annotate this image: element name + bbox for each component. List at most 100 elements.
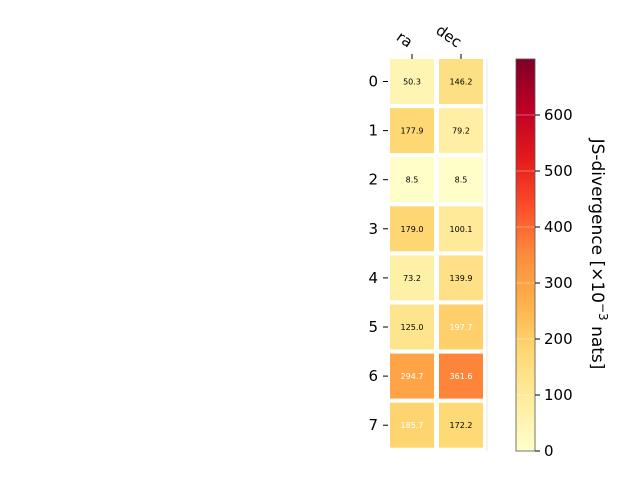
colorbar-segment: [516, 355, 535, 360]
heatmap-cell: [390, 59, 434, 104]
colorbar-segment: [516, 341, 535, 346]
colorbar-segment: [516, 252, 535, 256]
row-label: 6: [368, 367, 378, 385]
cell-value-label: 185.7: [401, 421, 424, 430]
colorbar-segment: [516, 367, 535, 371]
colorbar-segment: [516, 308, 535, 312]
colorbar-segment: [516, 364, 535, 368]
colorbar-segment: [516, 431, 535, 435]
colorbar-segment: [516, 330, 535, 334]
colorbar-segment: [516, 392, 535, 396]
cell-value-label: 294.7: [401, 372, 424, 381]
colorbar-segment: [516, 134, 535, 138]
colorbar-segment: [516, 375, 535, 379]
heatmap-cell: [390, 255, 434, 301]
colorbar-segment: [516, 243, 535, 248]
colorbar-segment: [516, 271, 535, 276]
colorbar-segment: [516, 157, 535, 161]
colorbar-segment: [516, 442, 535, 446]
colorbar-segment: [516, 395, 535, 399]
colorbar-segment: [516, 165, 535, 169]
colorbar-segment: [516, 64, 535, 68]
heatmap-cell: [390, 402, 434, 448]
colorbar-segment: [516, 201, 535, 206]
colorbar-segment: [516, 131, 535, 136]
colorbar-segment: [516, 313, 535, 318]
colorbar-segment: [516, 73, 535, 77]
colorbar-segment: [516, 327, 535, 332]
heatmap-cell: [390, 108, 434, 154]
row-label: 2: [368, 171, 378, 189]
colorbar-tick-label: 400: [544, 218, 573, 236]
colorbar-segment: [516, 403, 535, 407]
colorbar-segment: [516, 299, 535, 304]
colorbar-segment: [516, 112, 535, 116]
colorbar-segment: [516, 400, 535, 404]
colorbar-segment: [516, 185, 535, 189]
colorbar-segment: [516, 187, 535, 192]
colorbar-segment: [516, 260, 535, 264]
colorbar-segment: [516, 386, 535, 390]
row-label: 0: [368, 73, 378, 91]
colorbar-segment: [516, 227, 535, 231]
colorbar-segment: [516, 269, 535, 273]
column-labels: ra dec: [393, 21, 465, 59]
heatmap-cell: [439, 59, 483, 104]
colorbar-segment: [516, 137, 535, 141]
colorbar-segment: [516, 406, 535, 410]
colorbar-segment: [516, 333, 535, 337]
colorbar-segment: [516, 249, 535, 253]
row-label: 4: [368, 269, 378, 287]
colorbar-segment: [516, 109, 535, 113]
colorbar-segment: [516, 106, 535, 110]
colorbar-segment: [516, 218, 535, 222]
colorbar-segment: [516, 319, 535, 323]
colorbar-segment: [516, 285, 535, 290]
colorbar-segment: [516, 140, 535, 144]
colorbar-segment: [516, 291, 535, 295]
cell-value-label: 79.2: [452, 127, 470, 136]
colorbar-segment: [516, 409, 535, 413]
heatmap-cell: [390, 353, 434, 399]
colorbar-segment: [516, 84, 535, 88]
colorbar-segment: [516, 361, 535, 365]
colorbar-segment: [516, 372, 535, 376]
colorbar-segment: [516, 224, 535, 228]
colorbar-tick-label: 500: [544, 162, 573, 180]
colorbar-tick-label: 300: [544, 274, 573, 292]
row-label: 3: [368, 220, 378, 238]
heatmap-cell: [439, 402, 483, 448]
colorbar-segment: [516, 297, 535, 301]
colorbar-segment: [516, 101, 535, 105]
colorbar-segment: [516, 434, 535, 438]
colorbar-segment: [516, 420, 535, 424]
colorbar-segment: [516, 383, 535, 388]
colorbar-segment: [516, 369, 535, 374]
cell-value-label: 197.7: [450, 323, 473, 332]
colorbar-segment: [516, 159, 535, 164]
cell-value-label: 146.2: [450, 78, 473, 87]
colorbar-segment: [516, 280, 535, 284]
colorbar-segment: [516, 389, 535, 393]
colorbar-segment: [516, 294, 535, 298]
cell-value-label: 73.2: [403, 274, 421, 283]
colorbar-segment: [516, 347, 535, 351]
colorbar-tick-label: 0: [544, 442, 554, 460]
colorbar-tick-label: 200: [544, 330, 573, 348]
colorbar-tick-label: 600: [544, 106, 573, 124]
colorbar-segment: [516, 95, 535, 99]
colorbar-segment: [516, 176, 535, 180]
row-labels: 0 1 2 3 4 5 6 7: [368, 73, 388, 434]
colorbar-segment: [516, 75, 535, 80]
colorbar-segment: [516, 103, 535, 108]
colorbar-segment: [516, 378, 535, 382]
colorbar-segment: [516, 322, 535, 326]
colorbar-segment: [516, 171, 535, 175]
colorbar-segment: [516, 235, 535, 239]
colorbar-segment: [516, 445, 535, 449]
cell-value-label: 125.0: [401, 323, 424, 332]
cell-value-label: 139.9: [450, 274, 473, 283]
colorbar-segment: [516, 213, 535, 217]
colorbar-segment: [516, 325, 535, 329]
row-label: 5: [368, 318, 378, 336]
